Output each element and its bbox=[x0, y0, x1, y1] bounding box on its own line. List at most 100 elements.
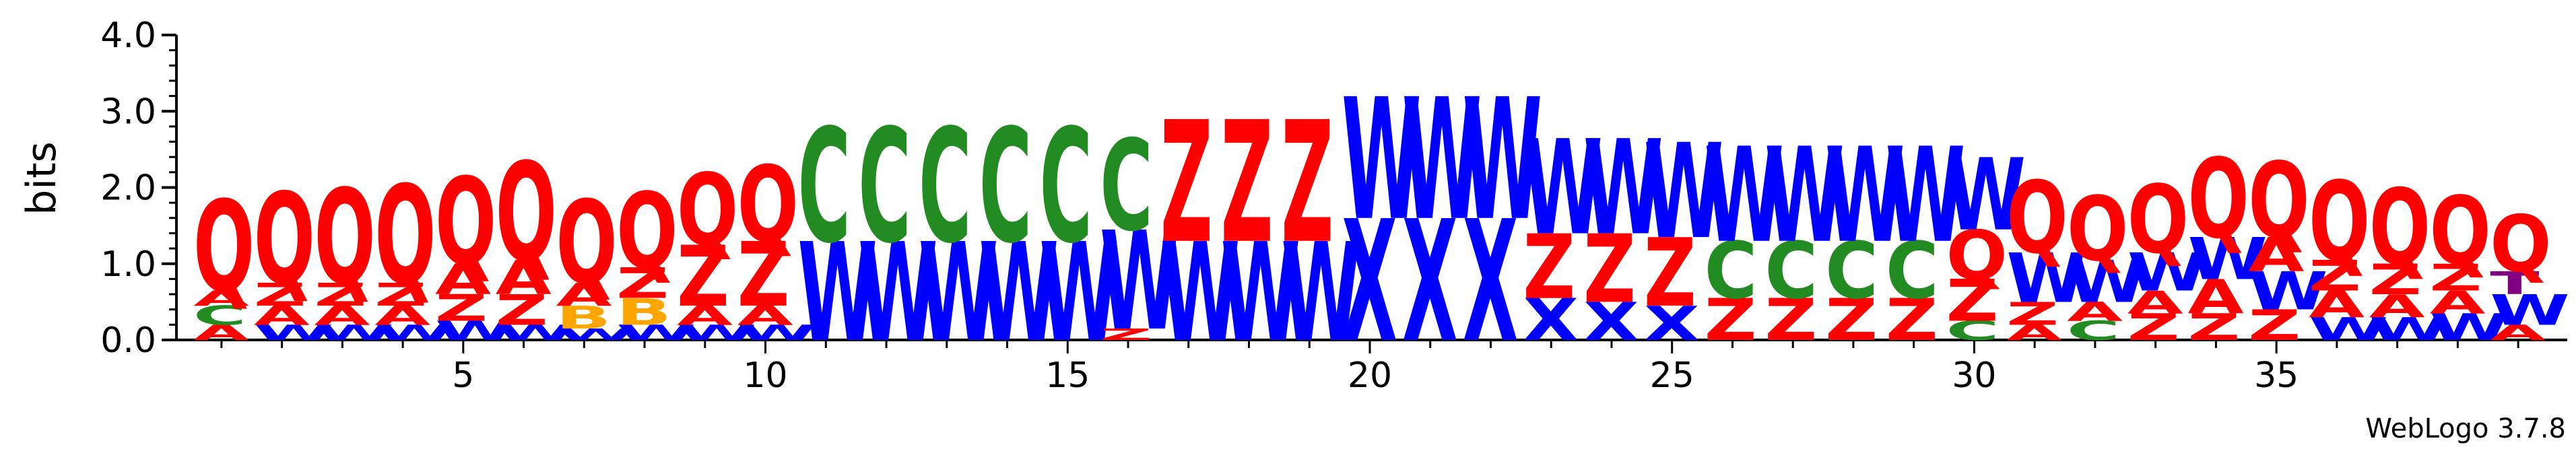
glyph-Z: Z bbox=[1281, 86, 1333, 281]
glyph-Q: Q bbox=[2067, 178, 2128, 281]
glyph-Z: Z bbox=[254, 277, 306, 314]
x-tick-label: 30 bbox=[1952, 355, 1996, 396]
glyph-A: A bbox=[2127, 284, 2183, 321]
glyph-W: W bbox=[2006, 238, 2086, 318]
glyph-C: C bbox=[979, 96, 1032, 278]
glyph-W: W bbox=[254, 320, 333, 345]
y-tick-label: 1.0 bbox=[100, 244, 156, 285]
glyph-A: A bbox=[2067, 297, 2123, 327]
glyph-A: A bbox=[2248, 228, 2304, 283]
glyph-A: A bbox=[193, 286, 249, 310]
glyph-Z: Z bbox=[1886, 287, 1938, 353]
glyph-W: W bbox=[1705, 120, 1784, 271]
glyph-W: W bbox=[1342, 63, 1421, 258]
glyph-T: T bbox=[2490, 265, 2539, 302]
glyph-W: W bbox=[496, 320, 575, 345]
glyph-Q: Q bbox=[435, 152, 496, 292]
glyph-Z: Z bbox=[1523, 216, 1575, 320]
glyph-Z: Z bbox=[374, 277, 427, 314]
glyph-Q: Q bbox=[2188, 135, 2249, 263]
glyph-Z: Z bbox=[616, 259, 669, 308]
glyph-Z: Z bbox=[496, 286, 548, 335]
glyph-A: A bbox=[737, 301, 794, 331]
glyph-Z: Z bbox=[1583, 215, 1636, 324]
glyph-C: C bbox=[919, 96, 972, 278]
glyph-A: A bbox=[496, 251, 552, 306]
glyph-W: W bbox=[1221, 215, 1300, 373]
glyph-Q: Q bbox=[496, 135, 557, 293]
glyph-W: W bbox=[2309, 311, 2388, 348]
glyph-W: W bbox=[556, 326, 635, 344]
glyph-Z: Z bbox=[1221, 86, 1274, 281]
x-ticks: 5 10 15 20 25 30 35 bbox=[220, 340, 2519, 396]
glyph-Z: Z bbox=[2248, 302, 2301, 350]
glyph-Z: Z bbox=[2369, 256, 2422, 304]
glyph-W: W bbox=[1039, 215, 1119, 373]
glyph-W: W bbox=[2369, 311, 2449, 348]
glyph-Q: Q bbox=[193, 174, 255, 320]
glyph-C: C bbox=[1886, 226, 1939, 317]
glyph-A: A bbox=[677, 301, 733, 331]
glyph-W: W bbox=[1160, 215, 1240, 373]
glyph-W: W bbox=[1764, 120, 1844, 271]
glyph-W: W bbox=[2127, 242, 2207, 303]
glyph-Z: Z bbox=[435, 287, 488, 330]
glyph-W: W bbox=[1946, 138, 2026, 253]
glyph-A: A bbox=[374, 301, 431, 331]
glyph-Z: Z bbox=[1764, 287, 1817, 353]
x-tick-label: 15 bbox=[1045, 355, 1090, 396]
glyph-W: W bbox=[616, 320, 696, 345]
glyph-B: B bbox=[616, 291, 671, 334]
glyph-Q: Q bbox=[737, 145, 799, 266]
glyph-W: W bbox=[1583, 112, 1663, 264]
glyph-Z: Z bbox=[1946, 267, 1999, 334]
glyph-W: W bbox=[2188, 226, 2268, 292]
glyph-W: W bbox=[2067, 248, 2146, 315]
glyph-X: X bbox=[1342, 185, 1397, 380]
glyph-W: W bbox=[2248, 261, 2327, 322]
glyph-C: C bbox=[1100, 113, 1153, 259]
glyph-Z: Z bbox=[2309, 252, 2361, 300]
glyph-W: W bbox=[1100, 203, 1179, 361]
glyph-C: C bbox=[1946, 316, 2000, 346]
glyph-Q: Q bbox=[1946, 215, 2008, 295]
glyph-W: W bbox=[1281, 215, 1360, 373]
glyph-A: A bbox=[435, 256, 491, 304]
glyph-W: W bbox=[1463, 63, 1542, 258]
glyph-X: X bbox=[1402, 185, 1458, 380]
glyph-A: A bbox=[2430, 284, 2486, 321]
glyph-X: X bbox=[1523, 287, 1579, 353]
glyph-A: A bbox=[556, 277, 612, 314]
weblogo-version-footer: WebLogo 3.7.8 bbox=[2365, 413, 2566, 444]
glyph-Q: Q bbox=[616, 171, 678, 292]
glyph-C: C bbox=[1039, 96, 1092, 278]
glyph-X: X bbox=[1463, 185, 1519, 380]
logo-glyphs: ACAQWAZQWAZQWAZQWZAQWZAQWBAQWBZQWAZQWAZQ… bbox=[193, 63, 2570, 380]
glyph-Q: Q bbox=[2430, 177, 2491, 287]
glyph-W: W bbox=[1644, 116, 1723, 268]
glyph-C: C bbox=[1705, 226, 1758, 317]
glyph-C: C bbox=[858, 96, 911, 278]
x-tick-label: 25 bbox=[1650, 355, 1694, 396]
glyph-Z: Z bbox=[2127, 306, 2180, 349]
glyph-Q: Q bbox=[2490, 199, 2551, 290]
glyph-A: A bbox=[2006, 320, 2062, 345]
y-tick-label: 4.0 bbox=[100, 15, 156, 56]
glyph-W: W bbox=[737, 320, 817, 345]
glyph-W: W bbox=[1825, 120, 1905, 271]
glyph-Z: Z bbox=[1100, 326, 1152, 344]
glyph-W: W bbox=[1402, 63, 1482, 258]
glyph-A: A bbox=[2490, 320, 2546, 345]
glyph-X: X bbox=[1583, 292, 1639, 353]
glyph-Q: Q bbox=[677, 153, 738, 268]
glyph-Z: Z bbox=[677, 229, 729, 326]
x-tick-label: 5 bbox=[452, 355, 474, 396]
glyph-X: X bbox=[1644, 297, 1700, 351]
y-ticks: 0.0 1.0 2.0 3.0 4.0 bbox=[100, 15, 176, 361]
y-tick-label: 3.0 bbox=[100, 92, 156, 132]
glyph-A: A bbox=[2309, 283, 2365, 326]
glyph-W: W bbox=[2430, 306, 2509, 349]
glyph-A: A bbox=[193, 320, 249, 345]
glyph-A: A bbox=[314, 301, 370, 331]
